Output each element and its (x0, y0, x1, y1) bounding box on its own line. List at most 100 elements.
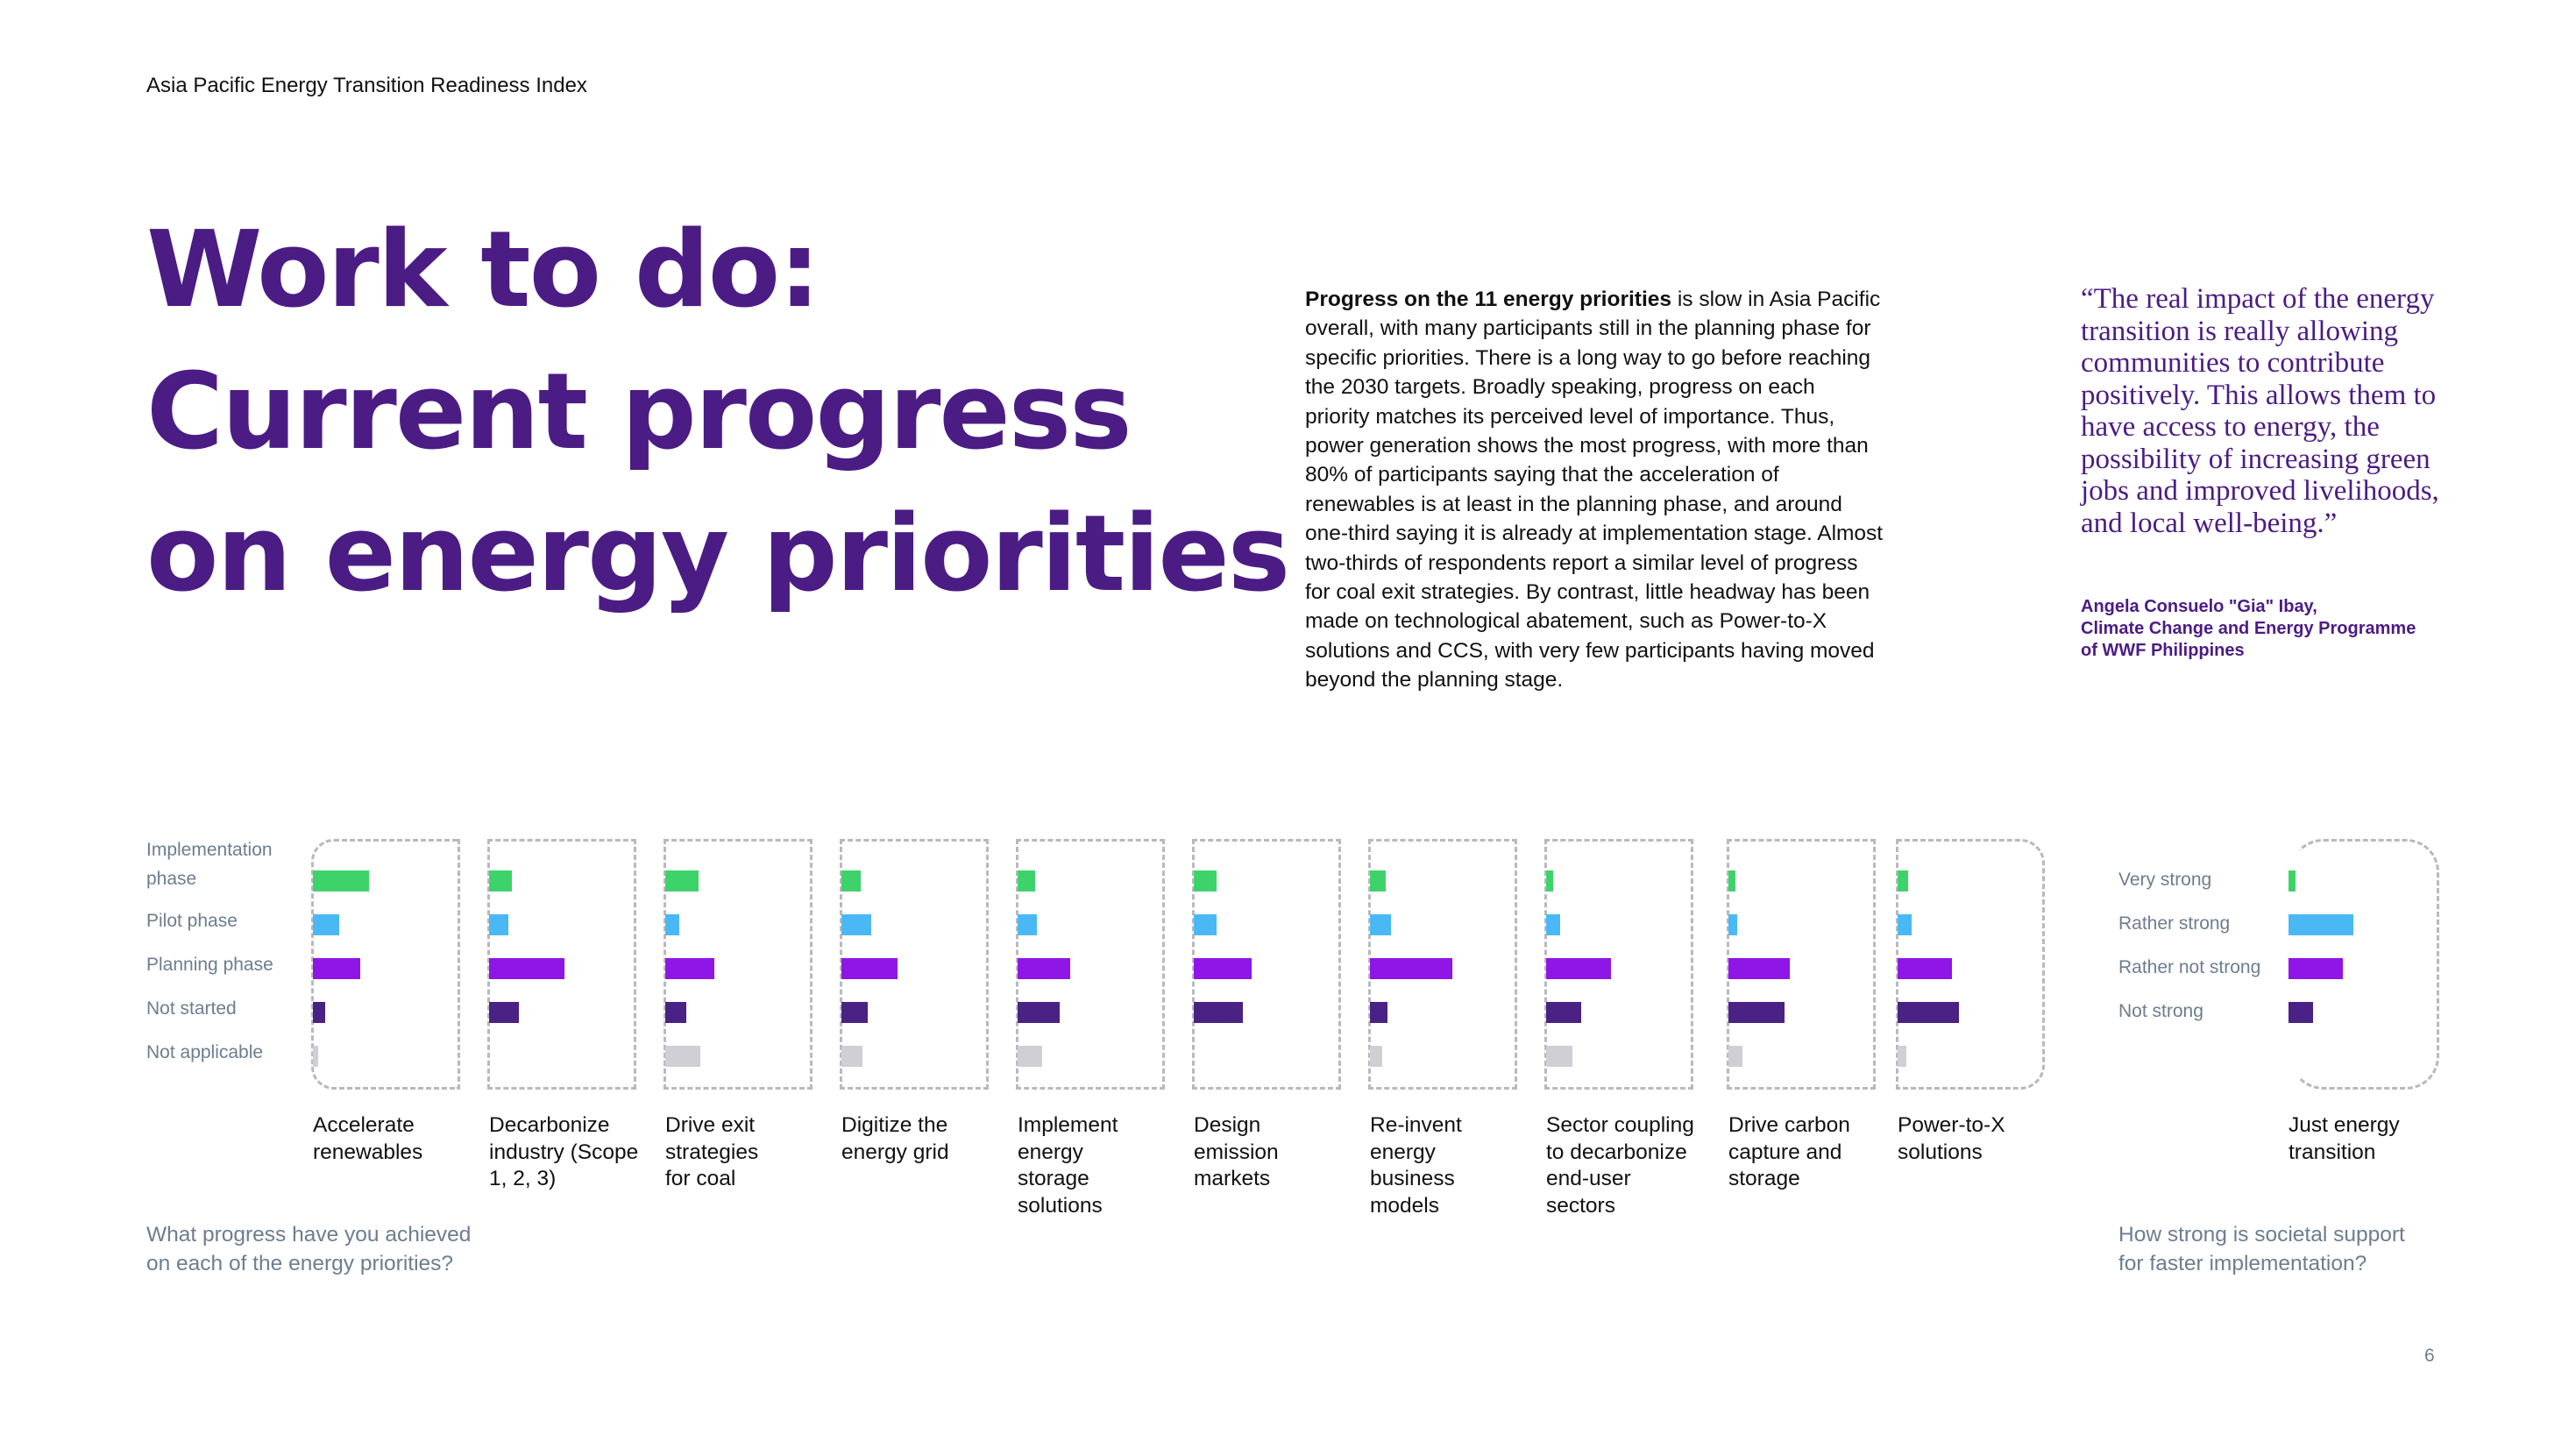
bar-pilot-phase (1728, 914, 1737, 935)
bar-planning-phase (489, 958, 564, 979)
category-label: Accelerate renewables (313, 1113, 423, 1164)
bar-pilot-phase (1546, 914, 1560, 935)
report-header-title: Asia Pacific Energy Transition Readiness… (146, 74, 587, 97)
bar-pilot-phase (1898, 914, 1912, 935)
bar-not-started (1194, 1002, 1243, 1023)
chart-question-line: for faster implementation? (2118, 1252, 2367, 1275)
legend-label: Implementation (146, 840, 273, 860)
bar-not-strong (2289, 1002, 2313, 1023)
bar-implementation-phase (1728, 870, 1735, 891)
bar-not-applicable (1018, 1046, 1042, 1067)
bar-not-started (1018, 1002, 1060, 1023)
category-box (1368, 839, 1517, 1090)
bar-implementation-phase (841, 870, 861, 891)
category-label: Drive exit strategies for coal (665, 1113, 759, 1190)
bar-not-started (1728, 1002, 1785, 1023)
bar-not-applicable (313, 1046, 318, 1067)
bar-not-started (1370, 1002, 1387, 1023)
bar-pilot-phase (1194, 914, 1217, 935)
category-label: Just energy transition (2289, 1113, 2400, 1164)
bar-not-applicable (1728, 1046, 1742, 1067)
bar-planning-phase (1018, 958, 1070, 979)
intro-text: is slow in Asia Pacific overall, with ma… (1305, 288, 1884, 693)
legend-label: Planning phase (146, 955, 273, 975)
bar-not-applicable (665, 1046, 700, 1067)
category-label: Decarbonize industry (Scope 1, 2, 3) (489, 1113, 639, 1190)
bar-implementation-phase (1018, 870, 1035, 891)
category-box (1192, 839, 1341, 1090)
attribution-line: Angela Consuelo "Gia" Ibay, (2081, 597, 2317, 616)
bar-planning-phase (841, 958, 898, 979)
bar-planning-phase (665, 958, 714, 979)
category-box (311, 839, 460, 1090)
bar-not-started (1898, 1002, 1959, 1023)
category-label: Digitize the energy grid (841, 1113, 949, 1164)
chart-question: How strong is societal support for faster… (2118, 1220, 2405, 1278)
page-title-line: Work to do: (146, 210, 820, 331)
bar-planning-phase (313, 958, 360, 979)
bar-implementation-phase (313, 870, 369, 891)
bar-implementation-phase (489, 870, 512, 891)
legend-label: Not started (146, 998, 237, 1019)
bar-not-applicable (841, 1046, 862, 1067)
category-box (840, 839, 989, 1090)
bar-not-started (841, 1002, 868, 1023)
attribution-line: of WWF Philippines (2081, 641, 2245, 660)
bar-not-started (489, 1002, 519, 1023)
category-label: Design emission markets (1194, 1113, 1279, 1190)
page-title: Work to do: Current progress on energy p… (146, 200, 1290, 626)
bar-not-started (665, 1002, 686, 1023)
bar-planning-phase (1898, 958, 1952, 979)
category-box (2289, 839, 2439, 1090)
bar-rather-not-strong (2289, 958, 2343, 979)
attribution-line: Climate Change and Energy Programme (2081, 619, 2416, 638)
category-box (1544, 839, 1693, 1090)
category-label: Sector coupling to decarbonize end-user … (1546, 1113, 1694, 1218)
bar-pilot-phase (665, 914, 679, 935)
bar-pilot-phase (1018, 914, 1037, 935)
page-title-line: on energy priorities (146, 494, 1290, 615)
bar-not-applicable (1370, 1046, 1382, 1067)
chart-question-line: on each of the energy priorities? (146, 1252, 454, 1275)
bar-pilot-phase (1370, 914, 1391, 935)
category-box (487, 839, 636, 1090)
bar-planning-phase (1546, 958, 1611, 979)
bar-not-started (1546, 1002, 1581, 1023)
quote-attribution: Angela Consuelo "Gia" Ibay, Climate Chan… (2081, 596, 2458, 662)
intro-bold-lead: Progress on the 11 energy priorities (1305, 288, 1672, 311)
bar-implementation-phase (1546, 870, 1553, 891)
bar-not-applicable (1898, 1046, 1906, 1067)
intro-paragraph: Progress on the 11 energy priorities is … (1305, 285, 1884, 695)
bar-planning-phase (1370, 958, 1452, 979)
bar-very-strong (2289, 870, 2296, 891)
legend-label: Very strong (2118, 870, 2212, 890)
chart-question-line: What progress have you achieved (146, 1223, 472, 1247)
bar-pilot-phase (841, 914, 871, 935)
bar-planning-phase (1194, 958, 1252, 979)
category-box (664, 839, 813, 1090)
legend-label: Not strong (2118, 1001, 2203, 1021)
category-label: Power-to-X solutions (1898, 1113, 2005, 1164)
page-title-line: Current progress (146, 352, 1132, 473)
bar-pilot-phase (489, 914, 508, 935)
bar-implementation-phase (665, 870, 699, 891)
bar-implementation-phase (1898, 870, 1908, 891)
bar-pilot-phase (313, 914, 339, 935)
chart-question: What progress have you achieved on each o… (146, 1220, 471, 1278)
category-label: Implement energy storage solutions (1018, 1113, 1118, 1218)
bar-not-started (313, 1002, 325, 1023)
legend-label: Rather not strong (2118, 957, 2261, 977)
legend-label: Rather strong (2118, 913, 2231, 934)
legend-label: Pilot phase (146, 911, 238, 931)
bar-implementation-phase (1194, 870, 1217, 891)
category-box (1727, 839, 1876, 1090)
legend-label: Not applicable (146, 1042, 264, 1062)
legend-label: phase (146, 869, 197, 889)
chart-question-line: How strong is societal support (2118, 1223, 2405, 1247)
bar-rather-strong (2289, 914, 2353, 935)
category-label: Drive carbon capture and storage (1728, 1113, 1850, 1190)
category-box (1896, 839, 2045, 1090)
category-label: Re-invent energy business models (1370, 1113, 1462, 1218)
quote-text: “The real impact of the energy transitio… (2081, 283, 2439, 539)
category-box (1016, 839, 1165, 1090)
